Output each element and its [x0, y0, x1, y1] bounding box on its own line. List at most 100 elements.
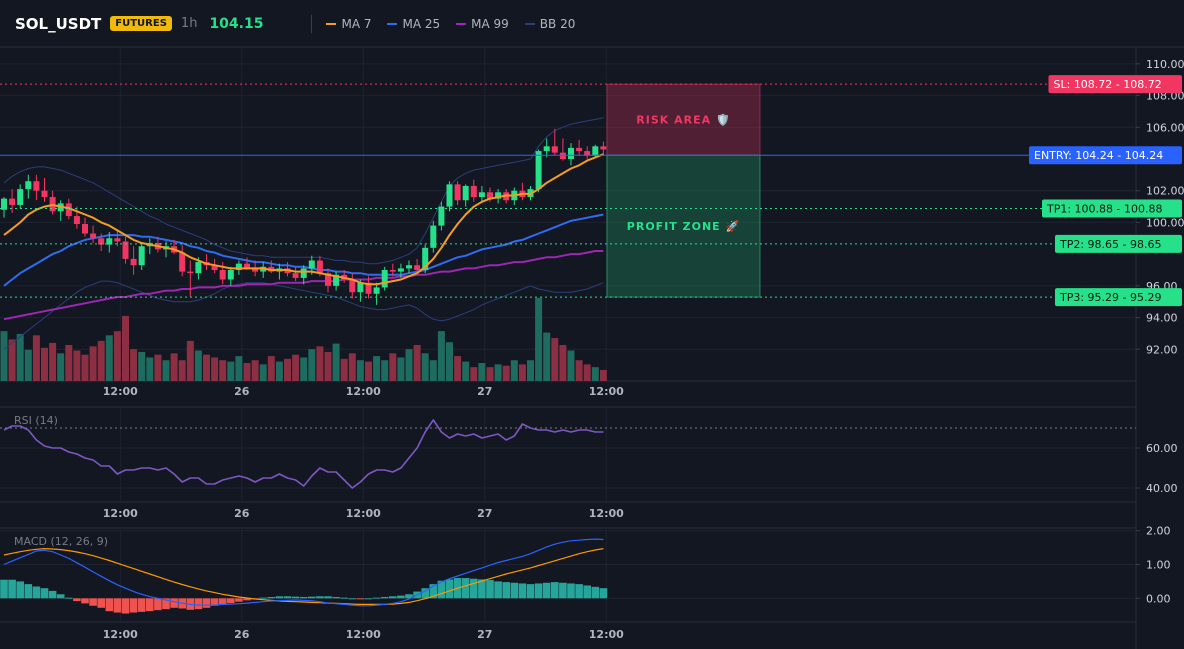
- volume-bar: [203, 354, 210, 381]
- price-axis[interactable]: 110.00108.00106.00102.00100.0096.0094.00…: [1029, 58, 1184, 605]
- candle-body: [333, 274, 340, 286]
- candle-body: [373, 287, 380, 294]
- y-tick-label: 2.00: [1146, 525, 1171, 538]
- volume-bar: [567, 350, 575, 381]
- volume-bar: [275, 361, 283, 381]
- volume-bar: [162, 360, 170, 381]
- candle-body: [551, 146, 558, 153]
- macd-histogram-bar: [32, 586, 41, 599]
- macd-histogram-bar: [478, 579, 486, 599]
- level-tag: [1042, 199, 1182, 218]
- macd-histogram-bar: [170, 598, 178, 608]
- macd-histogram-bar: [8, 579, 16, 599]
- rsi-pane[interactable]: RSI (14): [0, 414, 1136, 489]
- macd-histogram-bar: [502, 582, 510, 599]
- volume-bar: [130, 349, 138, 381]
- volume-bar: [510, 360, 518, 381]
- volume-bar: [308, 349, 316, 381]
- risk-area-zone: [606, 83, 761, 156]
- candle-body: [1, 198, 7, 210]
- macd-histogram-bar: [65, 597, 73, 599]
- macd-histogram-bar: [526, 584, 535, 599]
- volume-bar: [113, 331, 121, 381]
- macd-histogram-bar: [154, 598, 162, 611]
- volume-bar: [8, 339, 16, 381]
- macd-histogram-bar: [259, 597, 267, 599]
- volume-bar: [381, 360, 389, 381]
- candle-body: [559, 152, 566, 159]
- macd-histogram-bar: [283, 596, 292, 599]
- volume-bar: [478, 363, 486, 381]
- candle-body: [470, 185, 477, 198]
- volume-bar: [421, 353, 429, 381]
- macd-histogram-bar: [243, 598, 251, 601]
- macd-histogram-bar: [137, 598, 146, 612]
- legend-ma25[interactable]: MA 25: [387, 17, 440, 31]
- macd-histogram-bar: [218, 598, 227, 605]
- volume-bar: [332, 343, 340, 381]
- legend-bb20[interactable]: BB 20: [524, 16, 576, 31]
- x-tick-label: 26: [234, 628, 250, 641]
- macd-signal-line: [3, 547, 604, 606]
- candle-body: [82, 224, 88, 234]
- candle-body: [438, 206, 445, 226]
- price-pane[interactable]: RISK AREA 🛡️ PROFIT ZONE 🚀: [0, 83, 1136, 381]
- volume-bar: [292, 354, 300, 381]
- volume-bar: [146, 357, 154, 381]
- macd-histogram-bar: [73, 598, 81, 602]
- macd-histogram-bar: [146, 598, 154, 612]
- volume-bar: [73, 350, 81, 381]
- candle-body: [235, 263, 242, 270]
- level-tag: [1055, 288, 1182, 307]
- x-tick-label: 12:00: [103, 628, 138, 641]
- macd-histogram-bar: [356, 598, 365, 600]
- macd-histogram-bar: [162, 598, 170, 610]
- legend-ma25-swatch: [387, 22, 398, 25]
- macd-histogram-bar: [494, 581, 502, 599]
- candle-body: [600, 146, 607, 150]
- x-tick-label: 12:00: [346, 507, 381, 520]
- y-tick-label: 94.00: [1146, 312, 1178, 325]
- macd-histogram-bar: [389, 596, 397, 599]
- rsi-line: [3, 419, 604, 489]
- volume-bar: [81, 354, 89, 381]
- volume-bar: [599, 369, 607, 381]
- macd-histogram-bar: [121, 598, 130, 614]
- macd-histogram-bar: [575, 584, 583, 599]
- volume-bar: [251, 360, 259, 381]
- volume-bar: [518, 364, 526, 381]
- y-tick-label: 110.00: [1146, 58, 1184, 71]
- candle-body: [357, 282, 364, 293]
- volume-bar: [178, 360, 186, 381]
- symbol-name[interactable]: SOL_USDT: [15, 14, 102, 33]
- macd-histogram-bar: [308, 596, 316, 599]
- x-tick-label: 12:00: [103, 507, 138, 520]
- macd-histogram-bar: [202, 598, 211, 608]
- x-tick-label: 27: [477, 385, 492, 398]
- legend-ma99[interactable]: MA 99: [456, 17, 509, 31]
- ma99-line: [3, 250, 604, 321]
- macd-histogram-bar: [89, 598, 97, 606]
- volume-bar: [559, 345, 567, 381]
- legend-ma7[interactable]: MA 7: [326, 17, 371, 31]
- macd-pane[interactable]: MACD (12, 26, 9): [0, 535, 608, 614]
- volume-bar: [16, 333, 24, 381]
- volume-bar: [494, 364, 502, 381]
- macd-histogram-bar: [542, 582, 551, 599]
- volume-bar: [227, 361, 235, 381]
- timeframe-selector[interactable]: 1h: [180, 16, 198, 31]
- macd-histogram-bar: [518, 583, 527, 599]
- legend-ma99-label: MA 99: [471, 16, 509, 31]
- macd-histogram-bar: [372, 597, 381, 599]
- level-tag: [1055, 234, 1182, 253]
- volume-bar: [543, 332, 551, 381]
- legend-bb20-label: BB 20: [539, 16, 576, 31]
- candle-body: [487, 192, 493, 199]
- candle-body: [397, 268, 404, 272]
- candle-body: [227, 270, 234, 280]
- macd-histogram-bar: [437, 580, 446, 599]
- macd-histogram-bar: [397, 595, 405, 599]
- candle-body: [106, 238, 113, 245]
- macd-histogram-bar: [340, 597, 348, 599]
